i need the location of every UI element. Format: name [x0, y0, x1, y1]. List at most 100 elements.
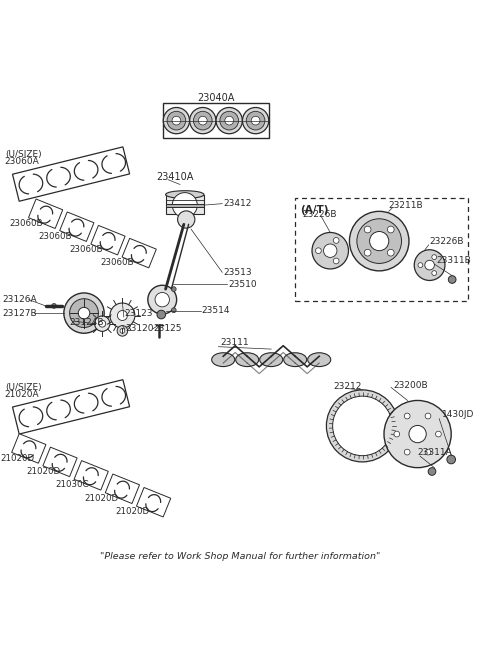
Circle shape: [387, 250, 394, 256]
Circle shape: [99, 320, 106, 327]
Circle shape: [364, 250, 371, 256]
Circle shape: [155, 293, 169, 307]
Circle shape: [190, 107, 216, 134]
Polygon shape: [43, 447, 77, 477]
Text: 23125: 23125: [154, 324, 182, 333]
Text: 23120: 23120: [126, 324, 154, 333]
Polygon shape: [12, 147, 130, 201]
Circle shape: [157, 310, 166, 319]
Text: (U/SIZE): (U/SIZE): [5, 383, 41, 392]
Circle shape: [333, 258, 339, 264]
Circle shape: [198, 117, 207, 125]
Circle shape: [171, 308, 176, 312]
Polygon shape: [91, 225, 125, 255]
Text: 21020D: 21020D: [0, 453, 35, 462]
Circle shape: [171, 287, 176, 291]
Ellipse shape: [166, 191, 204, 198]
Ellipse shape: [308, 353, 331, 367]
Circle shape: [428, 468, 436, 476]
Circle shape: [163, 107, 190, 134]
Bar: [166, 195, 204, 214]
Text: 23060B: 23060B: [70, 245, 103, 254]
Text: 23126A: 23126A: [2, 295, 37, 304]
Circle shape: [117, 326, 128, 336]
Circle shape: [448, 276, 456, 284]
Circle shape: [312, 233, 348, 269]
Circle shape: [246, 111, 265, 130]
Text: 23060A: 23060A: [5, 157, 39, 166]
Ellipse shape: [236, 353, 259, 367]
Polygon shape: [122, 238, 156, 268]
Circle shape: [435, 431, 441, 437]
Circle shape: [225, 117, 234, 125]
Text: 23513: 23513: [223, 268, 252, 277]
Circle shape: [193, 111, 212, 130]
Circle shape: [242, 107, 269, 134]
Text: 23514: 23514: [202, 306, 230, 315]
Text: 23226B: 23226B: [302, 210, 337, 219]
Text: 23212: 23212: [334, 382, 362, 390]
Text: 21020A: 21020A: [5, 390, 39, 399]
Text: 23226B: 23226B: [430, 236, 464, 246]
Circle shape: [418, 263, 423, 267]
Text: (A/T): (A/T): [300, 205, 328, 215]
Circle shape: [95, 316, 110, 331]
Circle shape: [220, 111, 239, 130]
Text: 23200B: 23200B: [394, 381, 428, 390]
Text: 21030C: 21030C: [55, 480, 89, 489]
Text: 23111: 23111: [221, 339, 250, 347]
Polygon shape: [105, 474, 140, 504]
Circle shape: [326, 390, 398, 462]
Polygon shape: [28, 199, 63, 229]
Circle shape: [64, 293, 104, 333]
Circle shape: [172, 193, 197, 217]
Ellipse shape: [284, 353, 307, 367]
Circle shape: [432, 255, 437, 259]
Circle shape: [167, 111, 186, 130]
Text: 21020D: 21020D: [115, 508, 149, 516]
Text: 23123: 23123: [125, 309, 153, 318]
Circle shape: [333, 396, 392, 456]
Text: 23211B: 23211B: [389, 200, 423, 210]
Circle shape: [357, 219, 401, 263]
Text: 1430JD: 1430JD: [442, 411, 474, 419]
Text: 23060B: 23060B: [38, 232, 72, 241]
Circle shape: [333, 238, 339, 243]
Circle shape: [172, 117, 181, 125]
Polygon shape: [12, 380, 130, 434]
Circle shape: [394, 431, 400, 437]
Bar: [166, 204, 204, 206]
Text: 23127B: 23127B: [2, 309, 37, 318]
Text: 23311A: 23311A: [418, 448, 452, 457]
Circle shape: [251, 117, 260, 125]
Text: 23311B: 23311B: [437, 256, 471, 265]
Circle shape: [216, 107, 242, 134]
Circle shape: [324, 244, 337, 257]
Text: 23510: 23510: [228, 280, 257, 289]
Ellipse shape: [260, 353, 283, 367]
Circle shape: [387, 226, 394, 233]
Text: 23410A: 23410A: [156, 172, 194, 182]
Polygon shape: [12, 434, 46, 463]
Circle shape: [315, 248, 321, 253]
Circle shape: [78, 307, 90, 319]
Circle shape: [425, 260, 434, 270]
Text: 23412: 23412: [223, 199, 252, 208]
Polygon shape: [60, 212, 94, 242]
Circle shape: [447, 455, 456, 464]
Text: 23124B: 23124B: [70, 318, 104, 328]
Circle shape: [425, 449, 431, 455]
Circle shape: [70, 299, 98, 328]
Circle shape: [404, 449, 410, 455]
Polygon shape: [136, 487, 171, 517]
Text: (U/SIZE): (U/SIZE): [5, 150, 41, 159]
Circle shape: [409, 425, 426, 443]
Ellipse shape: [212, 353, 235, 367]
Circle shape: [349, 212, 409, 271]
Circle shape: [414, 250, 445, 280]
Text: 23060B: 23060B: [10, 219, 43, 228]
Text: 23060B: 23060B: [101, 258, 134, 267]
Text: "Please refer to Work Shop Manual for further information": "Please refer to Work Shop Manual for fu…: [100, 552, 380, 561]
Circle shape: [384, 400, 451, 468]
Bar: [163, 103, 269, 138]
